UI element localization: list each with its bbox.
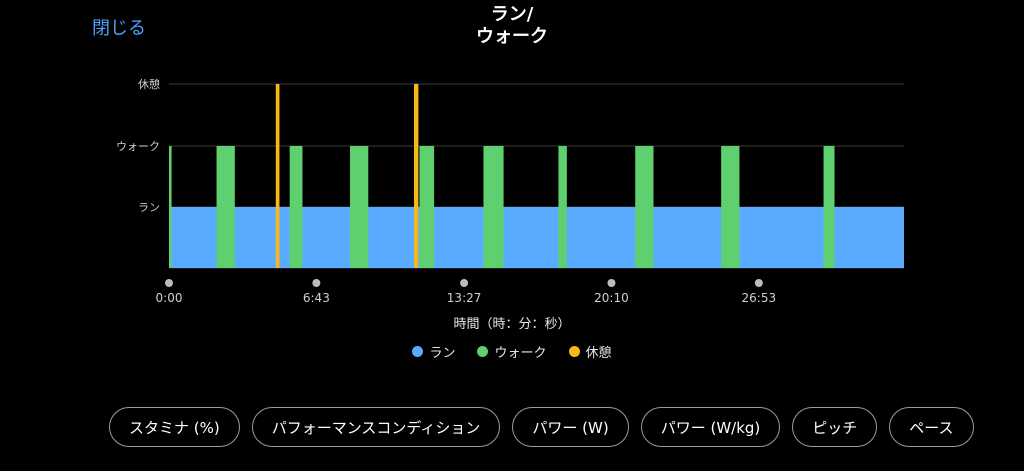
chip-performance-condition[interactable]: パフォーマンスコンディション	[251, 407, 501, 447]
x-tick-label: 6:43	[303, 291, 330, 305]
legend-run-label: ラン	[429, 346, 456, 361]
legend-item-walk: ウォーク	[477, 342, 547, 361]
legend-item-run: ラン	[412, 342, 455, 361]
x-tick-dot	[460, 279, 469, 287]
legend-walk-dot-icon	[477, 346, 489, 357]
y-tick-label: ウォーク	[116, 140, 160, 153]
chip-power[interactable]: パワー (W)	[512, 407, 629, 447]
segment-walk	[419, 146, 435, 268]
chip-power-per-kg[interactable]: パワー (W/kg)	[640, 407, 781, 447]
x-tick-label: 20:10	[594, 291, 629, 305]
y-tick-label: ラン	[138, 201, 160, 214]
legend-rest-dot-icon	[568, 346, 580, 357]
segment-walk	[823, 146, 835, 268]
y-tick-label: 休憩	[138, 77, 160, 91]
legend-walk-label: ウォーク	[494, 346, 547, 361]
segment-walk	[289, 146, 303, 268]
page-title-line1: ラン/	[490, 4, 534, 25]
x-tick-dot	[607, 279, 616, 287]
chip-pace[interactable]: ペース	[889, 407, 974, 447]
segment-rest	[275, 84, 280, 268]
segment-walk	[350, 146, 369, 268]
segment-walk	[483, 146, 504, 268]
x-tick-label: 13:27	[447, 291, 482, 305]
segment-walk	[169, 146, 172, 268]
chart-legend: ラン ウォーク 休憩	[0, 342, 1024, 361]
segment-walk	[558, 146, 567, 268]
x-tick-dot	[754, 279, 763, 287]
page-title-line2: ウォーク	[476, 26, 548, 47]
chip-stamina[interactable]: スタミナ (%)	[109, 407, 240, 447]
x-tick-dot	[312, 279, 321, 287]
x-tick-dot	[165, 279, 173, 287]
legend-item-rest: 休憩	[568, 342, 612, 361]
chip-cadence[interactable]: ピッチ	[792, 407, 878, 447]
segment-walk	[216, 146, 235, 268]
segment-rest	[414, 84, 419, 268]
legend-rest-label: 休憩	[585, 346, 612, 361]
x-axis-title: 時間（時：分：秒）	[453, 317, 571, 332]
close-button[interactable]: 閉じる	[92, 18, 146, 39]
metric-chip-bar: スタミナ (%) パフォーマンスコンディション パワー (W) パワー (W/k…	[109, 407, 974, 449]
x-tick-label: 26:53	[742, 291, 777, 305]
segment-walk	[635, 146, 654, 268]
run-walk-chart: ラン ウォーク 休憩 0:00 6:43 13:27 20:10 26:53	[116, 77, 904, 305]
segment-walk	[721, 146, 740, 268]
x-tick-label: 0:00	[156, 291, 183, 305]
page-title: ラン/ ウォーク	[0, 4, 1024, 48]
legend-run-dot-icon	[412, 346, 424, 357]
